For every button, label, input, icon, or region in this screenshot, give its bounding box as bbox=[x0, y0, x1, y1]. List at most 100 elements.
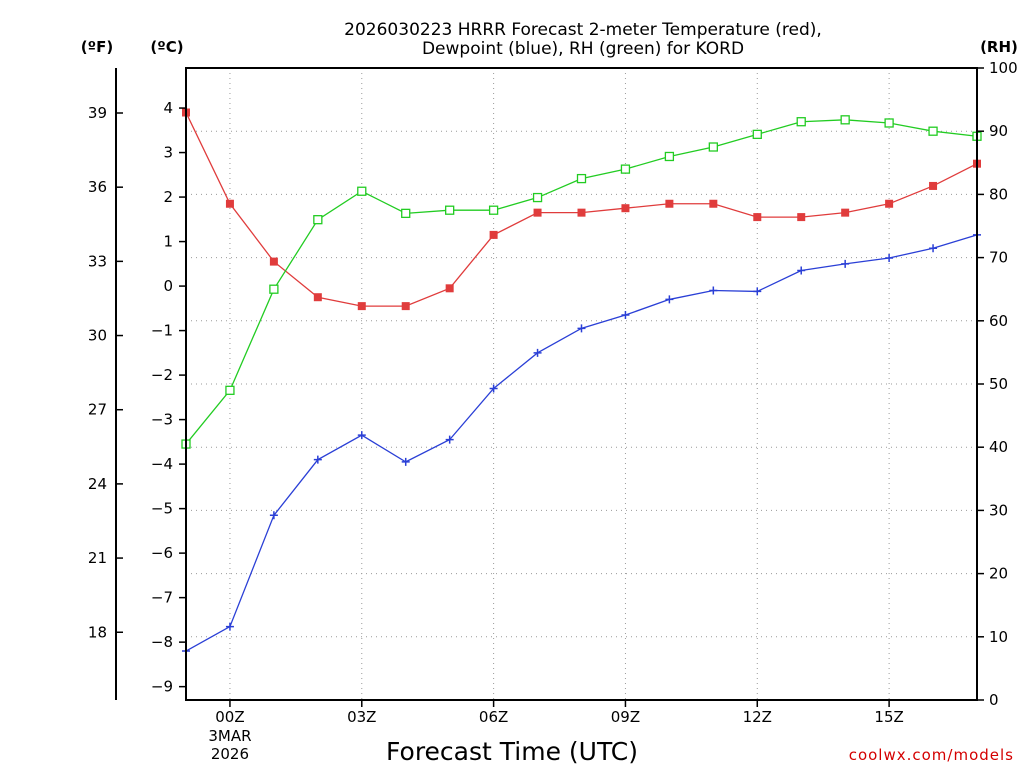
rh-tick-label: 10 bbox=[989, 628, 1008, 646]
rh-point bbox=[840, 115, 850, 125]
rh-point bbox=[269, 284, 279, 294]
dewpoint-point bbox=[445, 435, 454, 444]
chart-title-line2: Dewpoint (blue), RH (green) for KORD bbox=[422, 39, 744, 59]
rh-tick-label: 0 bbox=[989, 691, 999, 709]
rh-point bbox=[664, 151, 675, 162]
x-tick-label: 03Z bbox=[347, 708, 376, 726]
rh-point bbox=[796, 117, 806, 127]
rh-unit-label: (RH) bbox=[980, 38, 1018, 56]
celsius-tick-label: −3 bbox=[151, 411, 173, 429]
2-meter-temperature-point bbox=[709, 199, 718, 208]
dewpoint-point bbox=[885, 254, 894, 263]
2-meter-temperature-point bbox=[621, 204, 630, 213]
rh-point bbox=[620, 164, 631, 174]
2-meter-temperature-point bbox=[577, 208, 586, 217]
dewpoint-point bbox=[357, 431, 366, 440]
x-tick-label: 06Z bbox=[479, 708, 508, 726]
rh-point bbox=[225, 385, 235, 395]
celsius-tick-label: −2 bbox=[151, 366, 173, 384]
2-meter-temperature-point bbox=[753, 213, 762, 222]
rh-point bbox=[884, 118, 894, 128]
rh-point bbox=[752, 129, 762, 140]
dewpoint-point bbox=[753, 287, 762, 296]
2-meter-temperature-point bbox=[533, 208, 542, 217]
chart-title-line1: 2026030223 HRRR Forecast 2-meter Tempera… bbox=[344, 20, 822, 40]
2-meter-temperature-point bbox=[841, 208, 850, 217]
rh-tick-label: 60 bbox=[989, 312, 1008, 330]
celsius-tick-label: 1 bbox=[163, 233, 173, 251]
fahrenheit-tick-label: 36 bbox=[88, 178, 107, 196]
rh-tick-label: 20 bbox=[989, 565, 1008, 583]
celsius-tick-label: −8 bbox=[151, 633, 173, 651]
rh-point bbox=[488, 205, 499, 215]
celsius-tick-label: 0 bbox=[163, 277, 173, 295]
fahrenheit-tick-label: 27 bbox=[88, 401, 107, 419]
dewpoint-point bbox=[401, 457, 410, 466]
fahrenheit-tick-label: 18 bbox=[88, 623, 107, 641]
celsius-tick-label: 4 bbox=[163, 99, 173, 117]
rh-point bbox=[313, 215, 323, 225]
rh-tick-label: 40 bbox=[989, 438, 1008, 456]
dewpoint-point bbox=[929, 244, 938, 253]
2-meter-temperature-point bbox=[401, 302, 410, 311]
dewpoint-line bbox=[185, 234, 978, 652]
x-tick-label: 12Z bbox=[743, 708, 772, 726]
dewpoint-point bbox=[313, 455, 322, 464]
dewpoint-point bbox=[577, 324, 586, 333]
rh-tick-label: 30 bbox=[989, 501, 1008, 519]
rh-point bbox=[401, 208, 411, 219]
dewpoint-point bbox=[841, 259, 850, 268]
rh-tick-label: 70 bbox=[989, 249, 1008, 267]
2-meter-temperature-point bbox=[225, 199, 234, 208]
celsius-tick-label: 2 bbox=[163, 188, 173, 206]
dewpoint-point bbox=[489, 384, 498, 393]
2-meter-temperature-point bbox=[665, 199, 674, 208]
rh-point bbox=[576, 173, 587, 184]
dewpoint-point bbox=[621, 311, 630, 320]
dewpoint-point bbox=[709, 286, 718, 295]
fahrenheit-tick-label: 24 bbox=[88, 475, 107, 493]
x-axis-title: Forecast Time (UTC) bbox=[386, 737, 638, 766]
rh-point bbox=[445, 205, 455, 215]
fahrenheit-tick-label: 39 bbox=[88, 104, 107, 122]
2-meter-temperature-point bbox=[489, 230, 498, 239]
rh-point bbox=[532, 192, 543, 203]
2-meter-temperature-point bbox=[445, 284, 454, 293]
rh-line bbox=[185, 119, 978, 445]
2-meter-temperature-point bbox=[885, 199, 894, 208]
celsius-tick-label: −4 bbox=[151, 455, 173, 473]
2-meter-temperature-point bbox=[929, 181, 938, 190]
dewpoint-point bbox=[797, 266, 806, 275]
rh-point bbox=[928, 126, 938, 136]
rh-tick-label: 90 bbox=[989, 122, 1008, 140]
source-credit: coolwx.com/models bbox=[849, 746, 1014, 764]
rh-tick-label: 50 bbox=[989, 375, 1008, 393]
x-tick-year: 2026 bbox=[211, 745, 249, 763]
celsius-unit-label: (ºC) bbox=[150, 38, 183, 56]
dewpoint-point bbox=[533, 348, 542, 357]
fahrenheit-unit-label: (ºF) bbox=[81, 38, 113, 56]
celsius-tick-label: −9 bbox=[151, 678, 173, 696]
x-tick-label: 09Z bbox=[611, 708, 640, 726]
x-tick-label: 15Z bbox=[874, 708, 903, 726]
2-meter-temperature-point bbox=[269, 257, 278, 266]
rh-tick-label: 100 bbox=[989, 59, 1018, 77]
x-tick-label: 00Z bbox=[215, 708, 244, 726]
celsius-tick-label: −1 bbox=[151, 322, 173, 340]
2-meter-temperature-point bbox=[357, 302, 366, 311]
celsius-tick-label: −7 bbox=[151, 589, 173, 607]
2-meter-temperature-point bbox=[797, 213, 806, 222]
rh-point bbox=[708, 142, 718, 152]
celsius-tick-label: 3 bbox=[163, 144, 173, 162]
2-meter-temperature-point bbox=[313, 293, 322, 302]
celsius-tick-label: −6 bbox=[151, 544, 173, 562]
fahrenheit-tick-label: 30 bbox=[88, 327, 107, 345]
dewpoint-point bbox=[225, 622, 234, 631]
grid-lines bbox=[186, 68, 977, 700]
data-series bbox=[181, 108, 982, 656]
rh-point bbox=[357, 186, 367, 196]
rh-tick-label: 80 bbox=[989, 185, 1008, 203]
fahrenheit-tick-label: 21 bbox=[88, 549, 107, 567]
